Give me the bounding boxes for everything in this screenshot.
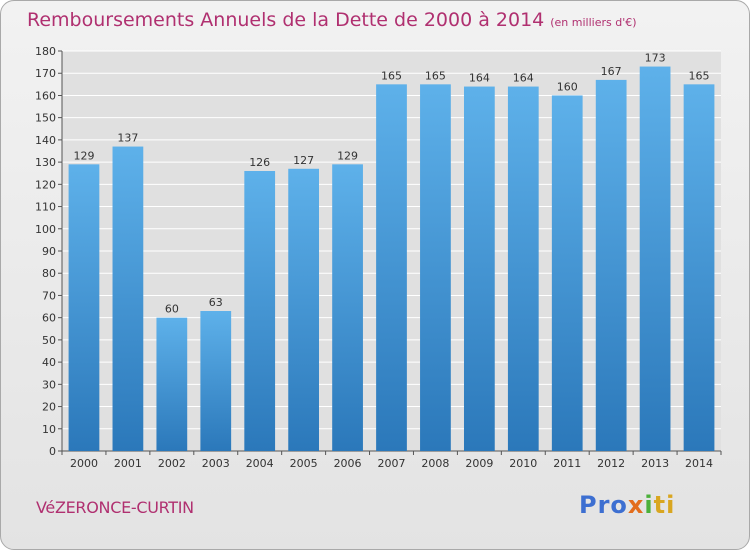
bar-2002 (156, 317, 188, 451)
value-label-2006: 129 (337, 149, 358, 162)
y-tick-label: 120 (35, 178, 56, 191)
x-tick-label-2011: 2011 (553, 457, 581, 470)
x-tick-label-2006: 2006 (334, 457, 362, 470)
value-label-2007: 165 (381, 69, 402, 82)
y-tick-label: 180 (35, 45, 56, 58)
x-tick-label-2010: 2010 (509, 457, 537, 470)
value-label-2008: 165 (425, 69, 446, 82)
bar-2011 (551, 95, 583, 451)
y-tick-label: 20 (42, 401, 56, 414)
y-tick-label: 110 (35, 201, 56, 214)
x-tick-label-2012: 2012 (597, 457, 625, 470)
y-tick-label: 90 (42, 245, 56, 258)
x-tick-label-2003: 2003 (202, 457, 230, 470)
bar-2006 (332, 164, 363, 452)
y-tick-label: 170 (35, 67, 56, 80)
x-tick-label-2000: 2000 (70, 457, 98, 470)
logo-part-x: x (627, 491, 645, 519)
bar-2014 (683, 84, 715, 451)
value-label-2014: 165 (689, 69, 710, 82)
bar-2013 (639, 66, 671, 452)
y-tick-label: 100 (35, 223, 56, 236)
x-tick-label-2008: 2008 (421, 457, 449, 470)
y-tick-label: 60 (42, 312, 56, 325)
bar-2004 (244, 171, 276, 451)
y-tick-label: 50 (42, 334, 56, 347)
y-tick-label: 40 (42, 356, 56, 369)
bar-2008 (420, 84, 451, 451)
value-label-2009: 164 (469, 72, 490, 85)
y-tick-label: 140 (35, 134, 56, 147)
logo-part-pro: Pro (579, 491, 628, 519)
value-label-2004: 126 (249, 156, 270, 169)
bar-2001 (112, 146, 144, 452)
y-tick-label: 10 (42, 423, 56, 436)
value-label-2005: 127 (293, 154, 314, 167)
y-tick-label: 80 (42, 267, 56, 280)
value-label-2013: 173 (645, 52, 666, 65)
bar-2000 (68, 164, 100, 452)
value-label-2011: 160 (557, 80, 578, 93)
x-tick-label-2002: 2002 (158, 457, 186, 470)
chart-unit: (en milliers d'€) (550, 16, 637, 29)
x-tick-label-2004: 2004 (246, 457, 274, 470)
chart-title-text: Remboursements Annuels de la Dette de 20… (27, 9, 545, 31)
x-tick-label-2005: 2005 (290, 457, 318, 470)
x-tick-label-2007: 2007 (378, 457, 406, 470)
proxiti-logo: Proxiti (579, 491, 675, 519)
bar-2012 (595, 79, 627, 451)
bar-2010 (507, 86, 539, 452)
x-tick-label-2013: 2013 (641, 457, 669, 470)
logo-part-i: i (644, 491, 654, 519)
value-label-2003: 63 (209, 296, 223, 309)
bar-2009 (463, 86, 495, 452)
value-label-2002: 60 (165, 303, 179, 316)
y-tick-label: 30 (42, 378, 56, 391)
x-tick-label-2009: 2009 (465, 457, 493, 470)
y-tick-label: 70 (42, 289, 56, 302)
bar-2003 (200, 311, 232, 451)
value-label-2012: 167 (601, 65, 622, 78)
y-tick-label: 0 (49, 445, 56, 458)
y-tick-label: 150 (35, 112, 56, 125)
bar-2007 (376, 84, 407, 451)
x-tick-label-2014: 2014 (685, 457, 713, 470)
chart-title: Remboursements Annuels de la Dette de 20… (27, 9, 637, 31)
commune-name: VéZERONCE-CURTIN (36, 498, 194, 517)
value-label-2000: 129 (73, 149, 94, 162)
value-label-2001: 137 (117, 132, 138, 145)
logo-part-ti: ti (653, 491, 676, 519)
y-tick-label: 130 (35, 156, 56, 169)
bar-2005 (288, 168, 320, 451)
y-tick-label: 160 (35, 89, 56, 102)
value-label-2010: 164 (513, 72, 534, 85)
x-tick-label-2001: 2001 (114, 457, 142, 470)
